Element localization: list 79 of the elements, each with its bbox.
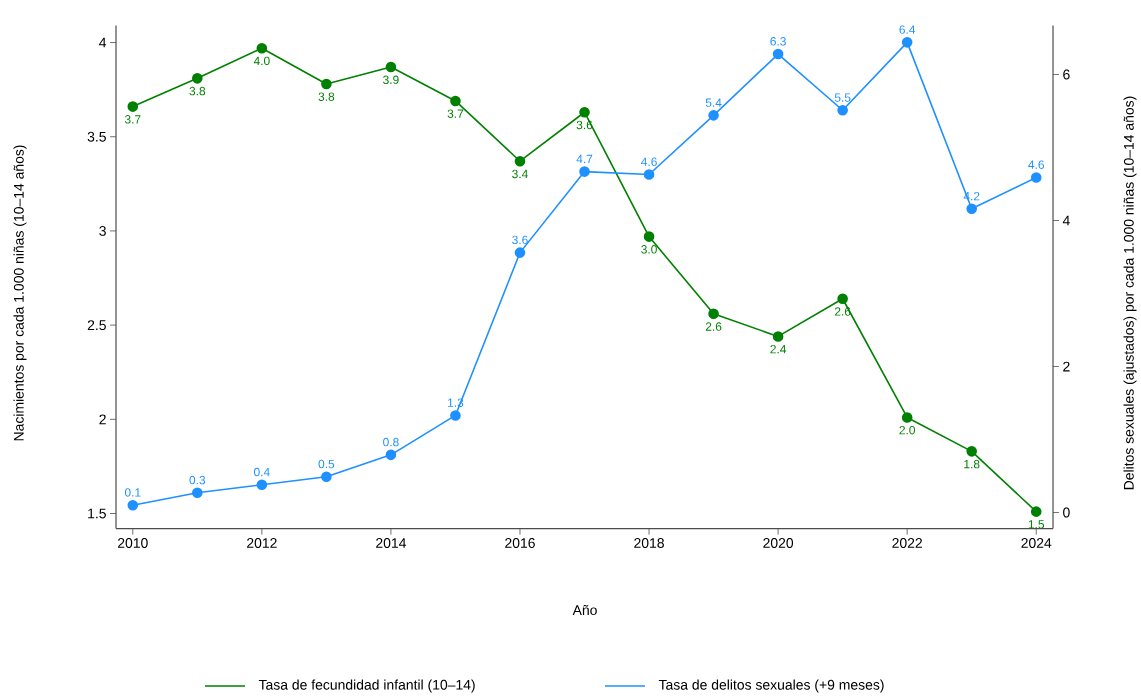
data-label: 5.4 [705, 98, 722, 107]
point [901, 37, 913, 48]
data-label: 3.8 [318, 92, 335, 101]
point [256, 479, 268, 491]
x-tick-label: 2024 [1021, 538, 1052, 548]
point [192, 487, 203, 499]
data-label: 1.5 [1028, 520, 1045, 529]
data-label: 4.6 [1028, 160, 1045, 169]
data-label: 0.3 [189, 475, 206, 485]
data-label: 6.4 [899, 25, 916, 34]
point [708, 110, 719, 121]
point [1030, 506, 1042, 517]
legend-label: Tasa de delitos sexuales (+9 meses) [658, 679, 884, 693]
data-label: 2.6 [705, 322, 722, 331]
y2-tick-label: 0 [1063, 507, 1070, 518]
data-label: 0.1 [124, 488, 141, 497]
point [579, 166, 590, 177]
x-tick-label: 2022 [892, 538, 922, 548]
point [321, 78, 332, 90]
point [450, 95, 461, 107]
x-tick-label: 2010 [117, 538, 148, 548]
x-tick-label: 2014 [376, 538, 407, 548]
y-tick-label: 4 [99, 37, 107, 48]
data-label: 3.4 [512, 169, 528, 179]
point [450, 410, 461, 421]
y-tick-label: 2 [99, 414, 106, 425]
data-label: 3.6 [512, 235, 528, 245]
data-label: 3.9 [383, 75, 399, 84]
data-label: 3.7 [124, 115, 141, 124]
point [514, 247, 526, 258]
point [966, 446, 977, 457]
y-tick-label: 2.5 [87, 320, 106, 331]
point [127, 499, 139, 511]
data-label: 0.5 [318, 459, 335, 469]
point [385, 61, 397, 73]
x-axis-title: Año [572, 604, 597, 616]
y-axis-title: Nacimientos por cada 1.000 niñas (10–14 años) [13, 145, 27, 441]
data-label: 1.8 [964, 459, 980, 469]
point [385, 449, 397, 461]
data-label: 2.4 [770, 344, 787, 354]
data-label: 4.0 [253, 56, 270, 66]
point [514, 155, 526, 167]
y-tick-label: 3 [99, 225, 106, 236]
data-label: 5.5 [834, 93, 851, 102]
point [901, 412, 913, 423]
x-tick-label: 2012 [247, 538, 277, 548]
y2-tick-label: 6 [1063, 69, 1070, 80]
data-label: 4.7 [576, 154, 593, 164]
point [837, 104, 848, 116]
y-tick-label: 1.5 [88, 508, 106, 519]
point [837, 293, 848, 305]
point [772, 48, 784, 60]
point [256, 42, 268, 54]
data-label: 3.7 [447, 109, 464, 118]
y2-tick-label: 4 [1062, 215, 1070, 226]
data-label: 6.3 [770, 37, 786, 46]
legend-label: Tasa de fecundidad infantil (10–14) [258, 679, 475, 693]
point [966, 203, 977, 215]
x-tick-label: 2020 [763, 538, 794, 548]
point [643, 231, 655, 242]
point [127, 101, 139, 112]
data-label: 4.6 [641, 157, 657, 166]
data-label: 3.8 [189, 86, 206, 96]
point [708, 308, 719, 320]
y2-axis-title: Delitos sexuales (ajustados) por cada 1.000 niñas (10–14 años) [1123, 96, 1137, 490]
y2-tick-label: 2 [1063, 361, 1070, 372]
y-tick-label: 3.5 [87, 131, 106, 142]
point [772, 331, 784, 342]
point [643, 169, 655, 180]
data-label: 2.0 [899, 425, 916, 435]
x-tick-label: 2016 [505, 538, 535, 548]
data-label: 0.4 [254, 467, 270, 477]
point [321, 471, 332, 483]
point [192, 73, 203, 84]
x-tick-label: 2018 [634, 538, 664, 548]
point [579, 106, 590, 118]
data-label: 3.0 [641, 245, 657, 254]
data-label: 0.8 [383, 437, 399, 447]
point [1030, 172, 1042, 183]
